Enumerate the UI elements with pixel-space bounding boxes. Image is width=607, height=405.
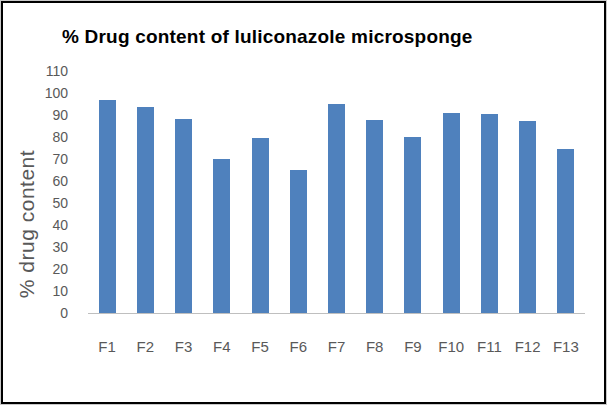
bar-F3 (175, 119, 192, 313)
y-tick-label-0: 0 (14, 304, 68, 322)
y-tick-label-50: 50 (14, 194, 68, 212)
y-tick-label-90: 90 (14, 106, 68, 124)
x-tick-label-F13: F13 (544, 338, 588, 356)
x-axis-line (88, 313, 585, 314)
y-tick-label-10: 10 (14, 282, 68, 300)
bar-F6 (290, 170, 307, 313)
y-tick-label-30: 30 (14, 238, 68, 256)
bar-F5 (252, 138, 269, 313)
y-tick-label-60: 60 (14, 172, 68, 190)
y-tick-label-40: 40 (14, 216, 68, 234)
y-tick-label-110: 110 (14, 62, 68, 80)
bar-F4 (213, 159, 230, 313)
y-tick-label-100: 100 (14, 84, 68, 102)
y-tick-label-80: 80 (14, 128, 68, 146)
y-tick-label-20: 20 (14, 260, 68, 278)
bar-F1 (99, 100, 116, 313)
chart-title: % Drug content of luliconazole microspon… (62, 26, 473, 48)
bar-F11 (481, 114, 498, 313)
bar-F2 (137, 107, 154, 313)
bar-chart-figure: % Drug content of luliconazole microspon… (0, 0, 607, 405)
bar-F12 (519, 121, 536, 313)
bar-F7 (328, 104, 345, 313)
bar-F10 (443, 113, 460, 313)
bar-F8 (366, 120, 383, 313)
y-tick-label-70: 70 (14, 150, 68, 168)
bar-F9 (404, 137, 421, 313)
bar-F13 (557, 149, 574, 313)
